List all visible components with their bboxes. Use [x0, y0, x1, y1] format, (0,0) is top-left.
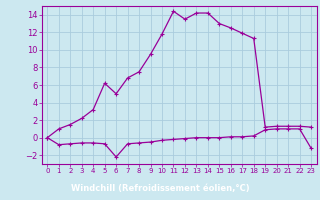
Text: Windchill (Refroidissement éolien,°C): Windchill (Refroidissement éolien,°C) — [71, 184, 249, 192]
